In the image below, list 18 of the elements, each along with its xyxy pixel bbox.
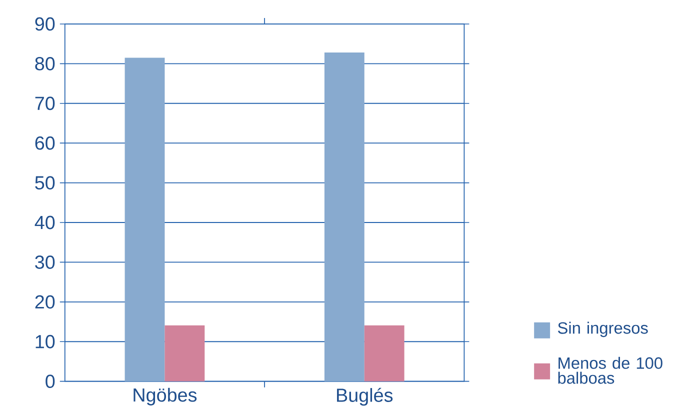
y-tick-label: 80 [35,56,55,70]
y-tick-label: 20 [35,295,55,308]
y-tick-label: 30 [35,255,55,269]
legend-label: Menos de 100 balboas [558,356,662,384]
bar [324,52,364,382]
y-tick-label: 10 [36,334,55,348]
y-tick-label: 70 [35,96,55,110]
bar [364,325,404,382]
x-tick-label: Buglés [337,388,393,406]
bar [124,58,165,382]
y-tick-label: 0 [46,374,55,388]
legend-label: Sin ingresos [558,322,648,337]
y-tick-label: 40 [34,216,55,230]
x-tick-label: Ngöbes [134,388,197,406]
bar [164,325,205,382]
y-tick-label: 60 [35,136,55,150]
y-tick-label: 50 [35,176,55,190]
y-tick-label: 90 [35,17,55,31]
